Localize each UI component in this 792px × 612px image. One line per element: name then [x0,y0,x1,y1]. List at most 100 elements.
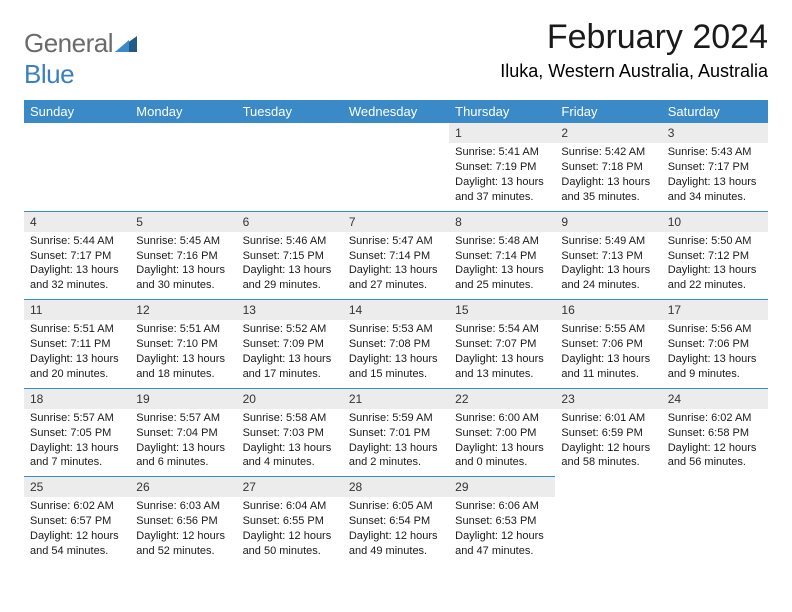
daylight-text: Daylight: 13 hours and 34 minutes. [668,175,762,205]
sunset-text: Sunset: 7:17 PM [668,160,762,175]
day-number: 24 [662,389,768,409]
sunrise-text: Sunrise: 5:56 AM [668,322,762,337]
calendar-cell [237,123,343,211]
calendar-cell: 18Sunrise: 5:57 AMSunset: 7:05 PMDayligh… [24,388,130,477]
sunset-text: Sunset: 7:15 PM [243,249,337,264]
calendar-cell: 7Sunrise: 5:47 AMSunset: 7:14 PMDaylight… [343,211,449,300]
day-detail: Sunrise: 5:57 AMSunset: 7:05 PMDaylight:… [24,409,130,476]
day-detail: Sunrise: 6:01 AMSunset: 6:59 PMDaylight:… [555,409,661,476]
day-number: 4 [24,212,130,232]
day-detail: Sunrise: 5:44 AMSunset: 7:17 PMDaylight:… [24,232,130,299]
daylight-text: Daylight: 12 hours and 50 minutes. [243,529,337,559]
sunrise-text: Sunrise: 5:58 AM [243,411,337,426]
sunset-text: Sunset: 6:58 PM [668,426,762,441]
brand-logo: General Blue [24,28,137,90]
daylight-text: Daylight: 13 hours and 27 minutes. [349,263,443,293]
sunset-text: Sunset: 7:06 PM [668,337,762,352]
day-detail: Sunrise: 5:58 AMSunset: 7:03 PMDaylight:… [237,409,343,476]
sunrise-text: Sunrise: 5:49 AM [561,234,655,249]
calendar-cell: 8Sunrise: 5:48 AMSunset: 7:14 PMDaylight… [449,211,555,300]
daylight-text: Daylight: 13 hours and 9 minutes. [668,352,762,382]
daylight-text: Daylight: 12 hours and 58 minutes. [561,441,655,471]
day-header: Tuesday [237,100,343,123]
brand-text-blue: Blue [24,59,74,89]
daylight-text: Daylight: 13 hours and 6 minutes. [136,441,230,471]
calendar-cell [343,123,449,211]
day-detail [662,497,768,505]
calendar-cell: 13Sunrise: 5:52 AMSunset: 7:09 PMDayligh… [237,299,343,388]
sunset-text: Sunset: 6:54 PM [349,514,443,529]
sunrise-text: Sunrise: 5:54 AM [455,322,549,337]
day-detail: Sunrise: 5:55 AMSunset: 7:06 PMDaylight:… [555,320,661,387]
sunrise-text: Sunrise: 5:43 AM [668,145,762,160]
day-number: 21 [343,389,449,409]
calendar-cell: 2Sunrise: 5:42 AMSunset: 7:18 PMDaylight… [555,123,661,211]
sunset-text: Sunset: 7:06 PM [561,337,655,352]
sunrise-text: Sunrise: 6:00 AM [455,411,549,426]
day-detail: Sunrise: 5:59 AMSunset: 7:01 PMDaylight:… [343,409,449,476]
daylight-text: Daylight: 13 hours and 17 minutes. [243,352,337,382]
daylight-text: Daylight: 13 hours and 18 minutes. [136,352,230,382]
sunrise-text: Sunrise: 5:48 AM [455,234,549,249]
daylight-text: Daylight: 13 hours and 22 minutes. [668,263,762,293]
sunrise-text: Sunrise: 6:05 AM [349,499,443,514]
sunrise-text: Sunrise: 5:59 AM [349,411,443,426]
calendar-cell: 26Sunrise: 6:03 AMSunset: 6:56 PMDayligh… [130,476,236,565]
day-number: 5 [130,212,236,232]
calendar-cell: 28Sunrise: 6:05 AMSunset: 6:54 PMDayligh… [343,476,449,565]
daylight-text: Daylight: 13 hours and 35 minutes. [561,175,655,205]
sunrise-text: Sunrise: 5:57 AM [136,411,230,426]
daylight-text: Daylight: 13 hours and 7 minutes. [30,441,124,471]
day-number: 11 [24,300,130,320]
daylight-text: Daylight: 13 hours and 30 minutes. [136,263,230,293]
day-number: 9 [555,212,661,232]
day-detail: Sunrise: 5:50 AMSunset: 7:12 PMDaylight:… [662,232,768,299]
month-title: February 2024 [500,18,768,57]
day-detail: Sunrise: 5:49 AMSunset: 7:13 PMDaylight:… [555,232,661,299]
day-header: Wednesday [343,100,449,123]
day-detail: Sunrise: 5:41 AMSunset: 7:19 PMDaylight:… [449,143,555,210]
day-detail: Sunrise: 6:03 AMSunset: 6:56 PMDaylight:… [130,497,236,564]
calendar-cell: 12Sunrise: 5:51 AMSunset: 7:10 PMDayligh… [130,299,236,388]
calendar-cell: 19Sunrise: 5:57 AMSunset: 7:04 PMDayligh… [130,388,236,477]
day-detail: Sunrise: 5:42 AMSunset: 7:18 PMDaylight:… [555,143,661,210]
daylight-text: Daylight: 13 hours and 24 minutes. [561,263,655,293]
sunset-text: Sunset: 7:01 PM [349,426,443,441]
calendar-cell: 24Sunrise: 6:02 AMSunset: 6:58 PMDayligh… [662,388,768,477]
calendar-cell: 6Sunrise: 5:46 AMSunset: 7:15 PMDaylight… [237,211,343,300]
brand-text-gray: General [24,28,113,58]
day-number: 7 [343,212,449,232]
sunset-text: Sunset: 7:18 PM [561,160,655,175]
calendar-cell: 11Sunrise: 5:51 AMSunset: 7:11 PMDayligh… [24,299,130,388]
day-detail: Sunrise: 5:51 AMSunset: 7:11 PMDaylight:… [24,320,130,387]
sunset-text: Sunset: 7:10 PM [136,337,230,352]
day-number: 26 [130,477,236,497]
sunset-text: Sunset: 7:19 PM [455,160,549,175]
sunset-text: Sunset: 7:13 PM [561,249,655,264]
day-detail: Sunrise: 5:47 AMSunset: 7:14 PMDaylight:… [343,232,449,299]
day-detail [555,497,661,505]
sunrise-text: Sunrise: 6:02 AM [30,499,124,514]
daylight-text: Daylight: 13 hours and 20 minutes. [30,352,124,382]
day-detail: Sunrise: 5:45 AMSunset: 7:16 PMDaylight:… [130,232,236,299]
day-number: 28 [343,477,449,497]
sunset-text: Sunset: 7:09 PM [243,337,337,352]
sunrise-text: Sunrise: 5:42 AM [561,145,655,160]
sunrise-text: Sunrise: 5:57 AM [30,411,124,426]
sunrise-text: Sunrise: 6:02 AM [668,411,762,426]
day-detail: Sunrise: 5:52 AMSunset: 7:09 PMDaylight:… [237,320,343,387]
day-detail: Sunrise: 6:00 AMSunset: 7:00 PMDaylight:… [449,409,555,476]
sunset-text: Sunset: 6:59 PM [561,426,655,441]
sunset-text: Sunset: 7:14 PM [455,249,549,264]
calendar-cell: 20Sunrise: 5:58 AMSunset: 7:03 PMDayligh… [237,388,343,477]
day-detail [24,143,130,151]
sunset-text: Sunset: 7:11 PM [30,337,124,352]
calendar-cell [555,476,661,565]
sunrise-text: Sunrise: 5:44 AM [30,234,124,249]
day-detail [237,143,343,151]
title-block: February 2024 Iluka, Western Australia, … [500,18,768,82]
calendar-cell: 16Sunrise: 5:55 AMSunset: 7:06 PMDayligh… [555,299,661,388]
calendar-cell: 3Sunrise: 5:43 AMSunset: 7:17 PMDaylight… [662,123,768,211]
day-number: 1 [449,123,555,143]
day-detail: Sunrise: 5:43 AMSunset: 7:17 PMDaylight:… [662,143,768,210]
